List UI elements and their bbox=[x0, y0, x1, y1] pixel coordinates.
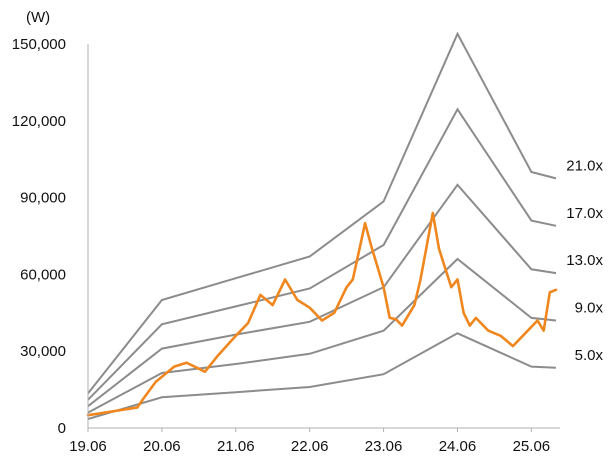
y-tick-label: 120,000 bbox=[12, 113, 66, 130]
price-series bbox=[86, 211, 558, 417]
x-tick-label: 22.06 bbox=[291, 438, 329, 455]
band-label: 9.0x bbox=[575, 299, 604, 316]
band-line bbox=[87, 107, 557, 401]
band-line bbox=[87, 183, 557, 407]
band-labels: 5.0x 9.0x 13.0x 17.0x 21.0x bbox=[566, 157, 603, 363]
y-tick-label: 30,000 bbox=[20, 343, 66, 360]
x-tick-label: 25.06 bbox=[513, 438, 551, 455]
band-label: 21.0x bbox=[566, 157, 603, 174]
x-tick-label: 20.06 bbox=[143, 438, 181, 455]
x-tick-label: 23.06 bbox=[365, 438, 403, 455]
band-line bbox=[87, 332, 557, 420]
y-tick-label: 60,000 bbox=[20, 266, 66, 283]
band-label: 5.0x bbox=[575, 347, 604, 364]
y-tick-label: 150,000 bbox=[12, 36, 66, 53]
x-tick-label: 24.06 bbox=[439, 438, 477, 455]
y-tick-label: 0 bbox=[58, 420, 66, 437]
per-bands bbox=[87, 31, 557, 420]
band-line bbox=[87, 257, 557, 414]
price-line bbox=[86, 211, 558, 417]
band-line bbox=[87, 31, 557, 395]
x-axis-ticks: 19.06 20.06 21.06 22.06 23.06 24.06 25.06 bbox=[69, 428, 550, 455]
y-axis-ticks: 150,000 120,000 90,000 60,000 30,000 0 bbox=[12, 36, 66, 437]
band-label: 17.0x bbox=[566, 205, 603, 222]
x-tick-label: 21.06 bbox=[217, 438, 255, 455]
y-tick-label: 90,000 bbox=[20, 190, 66, 207]
band-label: 13.0x bbox=[566, 252, 603, 269]
x-tick-label: 19.06 bbox=[69, 438, 107, 455]
y-unit-label: (W) bbox=[26, 9, 50, 26]
